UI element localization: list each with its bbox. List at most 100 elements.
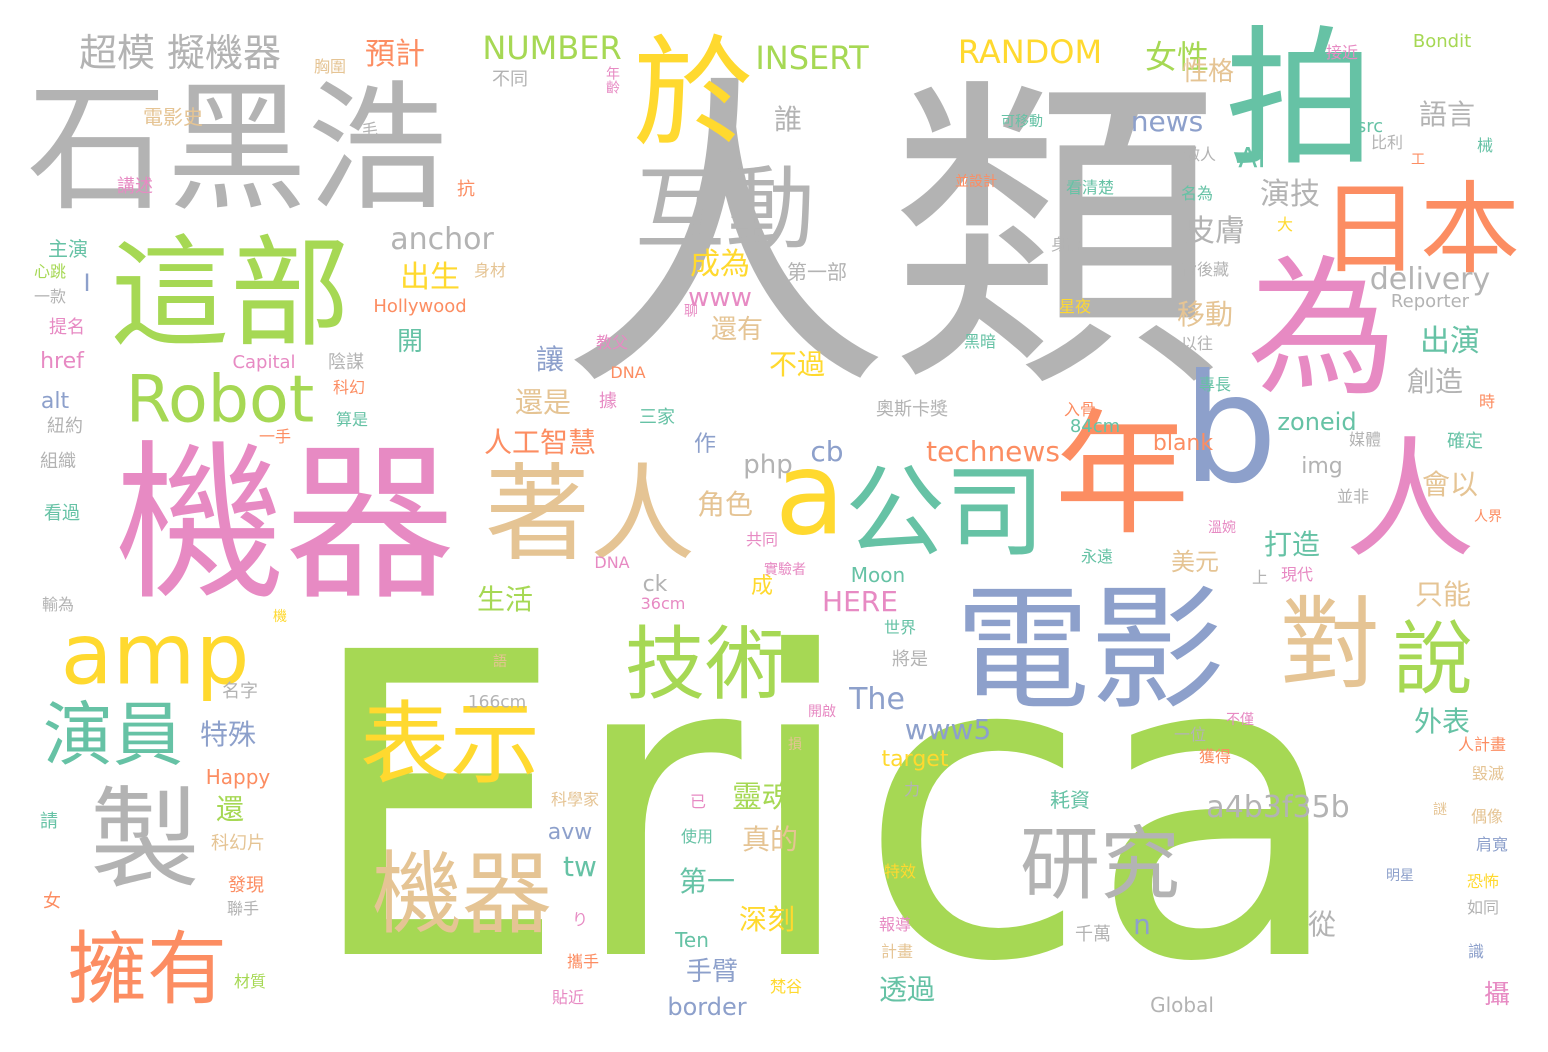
word: 出演 — [1420, 324, 1480, 359]
word: 年 — [1054, 396, 1190, 554]
word: 特殊 — [199, 718, 257, 751]
word: 還有 — [710, 315, 764, 345]
word: HERE — [822, 585, 898, 618]
word: 如同 — [1466, 898, 1500, 917]
word: 第一 — [678, 865, 736, 898]
word: 創造 — [1406, 365, 1464, 398]
word: 這部 — [110, 225, 350, 364]
word: 已 — [689, 792, 707, 811]
word: 據 — [599, 391, 617, 412]
word: 組織 — [40, 451, 76, 472]
word: り — [571, 910, 589, 929]
word: 靈魂 — [732, 780, 792, 815]
word: 媒體 — [1348, 430, 1382, 449]
word: 女性 — [1144, 38, 1210, 76]
word: 電影 — [955, 571, 1225, 729]
word: 人計畫 — [1457, 735, 1507, 754]
word: 皮膚 — [1185, 214, 1245, 249]
word: href — [40, 349, 84, 374]
word: 奧斯卡獎 — [876, 399, 948, 420]
word: Bondit — [1412, 31, 1472, 52]
word: 人 — [1344, 424, 1476, 576]
word: 講述 — [117, 176, 153, 197]
word: 將是 — [892, 649, 928, 670]
word: 三家 — [639, 407, 675, 428]
word: 毛 — [361, 120, 379, 139]
word: 溫婉 — [1208, 520, 1236, 536]
word: 看過 — [44, 503, 80, 524]
word: src — [1356, 116, 1384, 137]
word: 上 — [1251, 568, 1269, 587]
word: 身材 — [473, 261, 507, 280]
word: 成 — [750, 574, 774, 599]
word: Global — [1150, 993, 1214, 1017]
word: 著人 — [484, 453, 696, 576]
word: 說 — [1393, 613, 1473, 706]
word: NUMBER — [482, 29, 622, 67]
word: www5 — [904, 713, 992, 746]
word: 科幻 — [332, 378, 366, 397]
word: 背後藏 — [1180, 260, 1230, 279]
word: 特效 — [883, 862, 917, 881]
word: tw — [563, 850, 597, 883]
word: 發現 — [228, 875, 264, 896]
word: 拍 — [1224, 13, 1376, 187]
word: 共同 — [745, 530, 779, 549]
word: 並設計 — [955, 174, 997, 190]
word: 謎 — [1433, 802, 1447, 818]
word: 名為 — [1180, 184, 1214, 203]
word: 互動 — [635, 157, 815, 262]
word: 偶像 — [1470, 807, 1504, 826]
word: 專長 — [1198, 375, 1232, 394]
word: Hollywood — [373, 296, 467, 317]
word: 製 — [90, 776, 200, 904]
word: 黑暗 — [963, 332, 997, 351]
word: Ten — [675, 928, 709, 952]
word: 不同 — [492, 69, 528, 90]
word: zoneid — [1277, 408, 1357, 436]
word: 會以 — [1421, 468, 1479, 501]
word: 演技 — [1260, 177, 1320, 212]
word: www — [688, 283, 752, 313]
word: 肩寬 — [1475, 835, 1509, 854]
word: 打造 — [1263, 528, 1321, 561]
word: 比利 — [1370, 133, 1404, 152]
word: 工 — [1411, 152, 1425, 168]
word: blank — [1152, 431, 1214, 456]
word: 以往 — [1180, 334, 1214, 353]
word: 星夜 — [1058, 297, 1092, 316]
word: 女 — [43, 891, 61, 912]
word: 移動 — [1176, 298, 1234, 331]
word: 為 — [1246, 243, 1398, 417]
word: Capital — [232, 352, 296, 373]
word: 永遠 — [1080, 547, 1114, 566]
word: a — [774, 427, 846, 562]
word: 不僅 — [1226, 712, 1254, 728]
word: 機器 — [114, 426, 456, 624]
word: 科學家 — [550, 790, 600, 809]
word: Erica — [303, 565, 1347, 1052]
word: delivery — [1369, 262, 1491, 297]
word: 一手 — [258, 427, 292, 446]
word: 主演 — [48, 237, 88, 261]
word: 提名 — [49, 317, 85, 338]
word: amp — [60, 605, 250, 705]
word: 算是 — [335, 410, 369, 429]
word: 只能 — [1414, 578, 1472, 611]
word: 接近 — [1325, 43, 1359, 62]
word: 教父 — [595, 333, 629, 352]
word: AI — [1238, 141, 1266, 174]
word: 深刻 — [738, 903, 796, 936]
word: 心跳 — [33, 262, 67, 281]
word: 出生 — [400, 260, 460, 295]
word: target — [881, 747, 949, 772]
word: 還 — [215, 793, 245, 826]
word: 真的 — [741, 823, 799, 856]
word: 力 — [903, 780, 921, 799]
word: 貼近 — [551, 988, 585, 1007]
word: ck — [642, 572, 668, 597]
word: 入骨 — [1063, 400, 1097, 419]
word: 識 — [1467, 942, 1485, 961]
word: 石黑浩 — [26, 68, 448, 231]
word: 實驗者 — [764, 562, 806, 578]
